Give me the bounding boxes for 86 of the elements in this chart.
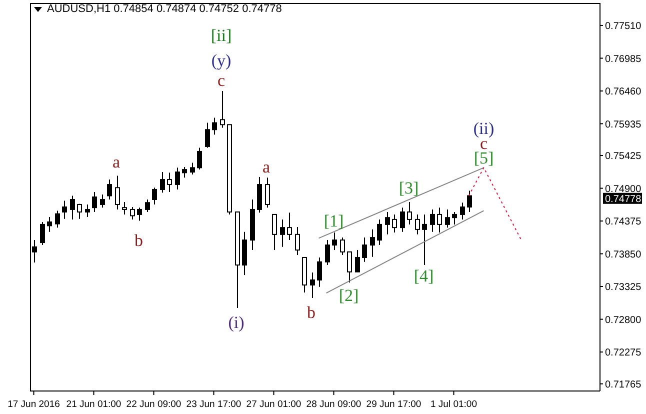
annotation: (y)	[211, 50, 232, 70]
annotation: [3]	[398, 178, 419, 198]
candlestick	[212, 117, 217, 136]
x-tick-label: 27 Jun 01:00	[246, 399, 302, 410]
candlestick	[115, 175, 120, 210]
x-tick-label: 21 Jun 01:00	[66, 399, 122, 410]
candlestick	[325, 240, 330, 266]
candlestick	[85, 204, 90, 218]
candlestick	[92, 192, 97, 212]
candlestick	[107, 179, 112, 200]
candlestick	[272, 214, 277, 251]
candlestick	[295, 226, 300, 256]
y-tick-label: 0.76460	[605, 86, 642, 98]
candlestick	[280, 218, 285, 248]
x-tick-label: 29 Jun 17:00	[366, 399, 422, 410]
text: 0.74778	[605, 194, 642, 205]
x-tick-label: 17 Jun 2016	[8, 399, 60, 410]
candlestick	[287, 212, 292, 241]
y-tick-label: 0.74375	[605, 216, 642, 228]
annotation: [ii]	[210, 26, 232, 45]
candlestick	[437, 207, 442, 234]
candlestick	[197, 147, 202, 170]
candlestick	[392, 214, 397, 234]
x-tick-label: 28 Jun 09:00	[306, 399, 362, 410]
candlestick	[152, 187, 157, 205]
annotation: b	[307, 302, 316, 322]
candlestick	[145, 198, 150, 212]
annotation: a	[262, 157, 270, 176]
annotation: b	[134, 231, 143, 250]
candlestick	[377, 218, 382, 246]
candlestick	[175, 167, 180, 190]
candlestick	[137, 207, 142, 222]
candlestick	[332, 232, 337, 251]
candlestick	[55, 210, 60, 228]
y-tick-label: 0.74900	[605, 184, 642, 195]
candlestick	[160, 172, 165, 194]
candlestick	[460, 202, 465, 220]
y-tick-label: 0.71765	[605, 379, 642, 390]
y-tick-label: 0.75425	[605, 151, 642, 162]
candlestick	[415, 214, 420, 235]
candlestick	[445, 208, 450, 228]
candlestick	[370, 228, 375, 258]
candlestick	[452, 211, 457, 225]
x-tick-label: 23 Jun 17:00	[186, 399, 242, 410]
candlestick	[70, 195, 75, 220]
candlestick	[400, 207, 405, 232]
candlestick	[362, 237, 367, 262]
annotation: c	[217, 70, 226, 90]
candlestick	[182, 166, 187, 178]
y-tick-label: 0.72800	[605, 314, 642, 326]
candlestick	[467, 190, 472, 212]
candlestick	[407, 201, 412, 225]
y-tick-label: 0.75935	[605, 119, 642, 130]
candlestick	[205, 122, 210, 148]
x-tick-label: 22 Jun 09:00	[126, 399, 182, 410]
candlestick	[265, 177, 270, 208]
candlestick	[62, 200, 67, 220]
y-tick-label: 0.73850	[605, 249, 642, 260]
candlestick	[122, 201, 127, 215]
y-tick-label: 0.76985	[605, 54, 642, 65]
x-tick-label: 1 Jul 01:00	[430, 399, 477, 410]
candlestick	[100, 194, 105, 208]
candlestick	[167, 172, 172, 193]
y-tick-label: 0.77510	[605, 21, 642, 32]
candlestick	[347, 251, 352, 283]
annotation: [1]	[324, 212, 344, 231]
candlestick	[77, 203, 82, 220]
candlestick	[190, 162, 195, 176]
candlestick	[317, 257, 322, 288]
candlestick	[47, 216, 52, 232]
annotation: [2]	[338, 286, 359, 305]
candlestick	[40, 221, 45, 246]
annotation: a	[112, 152, 120, 172]
candlestick	[130, 206, 135, 220]
candlestick	[422, 214, 427, 266]
candlestick	[340, 237, 345, 256]
chart-title: AUDUSD,H1 0.74854 0.74874 0.74752 0.74778	[47, 3, 282, 15]
annotation: [4]	[414, 266, 434, 286]
candlestick	[355, 250, 360, 272]
candlestick	[385, 211, 390, 235]
y-tick-label: 0.73325	[605, 282, 642, 294]
annotation: (i)	[228, 312, 244, 332]
candlestick	[430, 208, 435, 232]
candlestick	[310, 272, 315, 299]
candlestick	[220, 90, 225, 128]
y-tick-label: 0.72275	[605, 348, 642, 359]
